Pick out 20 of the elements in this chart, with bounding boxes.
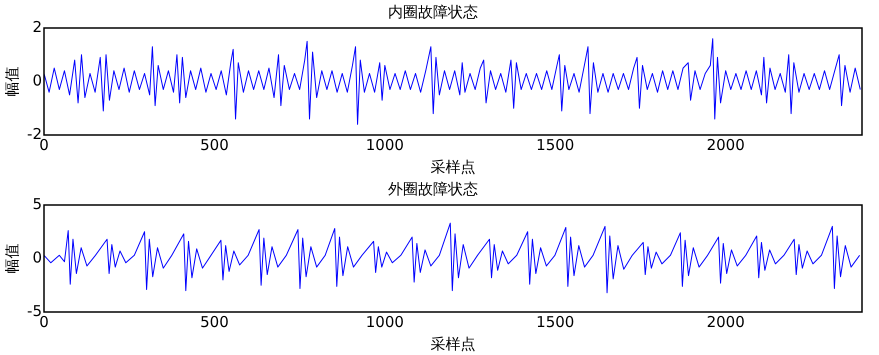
x-tick-label: 1000 <box>366 312 404 331</box>
x-tick-label: 2000 <box>706 136 745 154</box>
x-axis-title: 采样点 <box>430 158 476 176</box>
y-tick-label: 2 <box>32 18 42 36</box>
y-tick-label: 0 <box>32 248 42 266</box>
x-tick-label: 2000 <box>706 312 745 331</box>
y-axis-title: 幅值 <box>2 66 21 96</box>
x-axis-title: 采样点 <box>430 334 476 353</box>
y-axis-title: 幅值 <box>2 244 21 274</box>
y-tick-label: 0 <box>32 71 42 90</box>
chart-title: 内圈故障状态 <box>388 2 478 21</box>
x-tick-label: 1000 <box>366 136 404 154</box>
y-tick-label: -2 <box>27 124 42 143</box>
x-tick-label: 500 <box>200 312 229 331</box>
x-tick-label: 500 <box>200 136 229 154</box>
y-tick-label: -5 <box>27 302 42 320</box>
x-tick-label: 1500 <box>536 312 574 331</box>
chart-title: 外圈故障状态 <box>388 180 478 198</box>
y-tick-label: 5 <box>32 194 42 213</box>
x-tick-label: 1500 <box>536 136 574 154</box>
